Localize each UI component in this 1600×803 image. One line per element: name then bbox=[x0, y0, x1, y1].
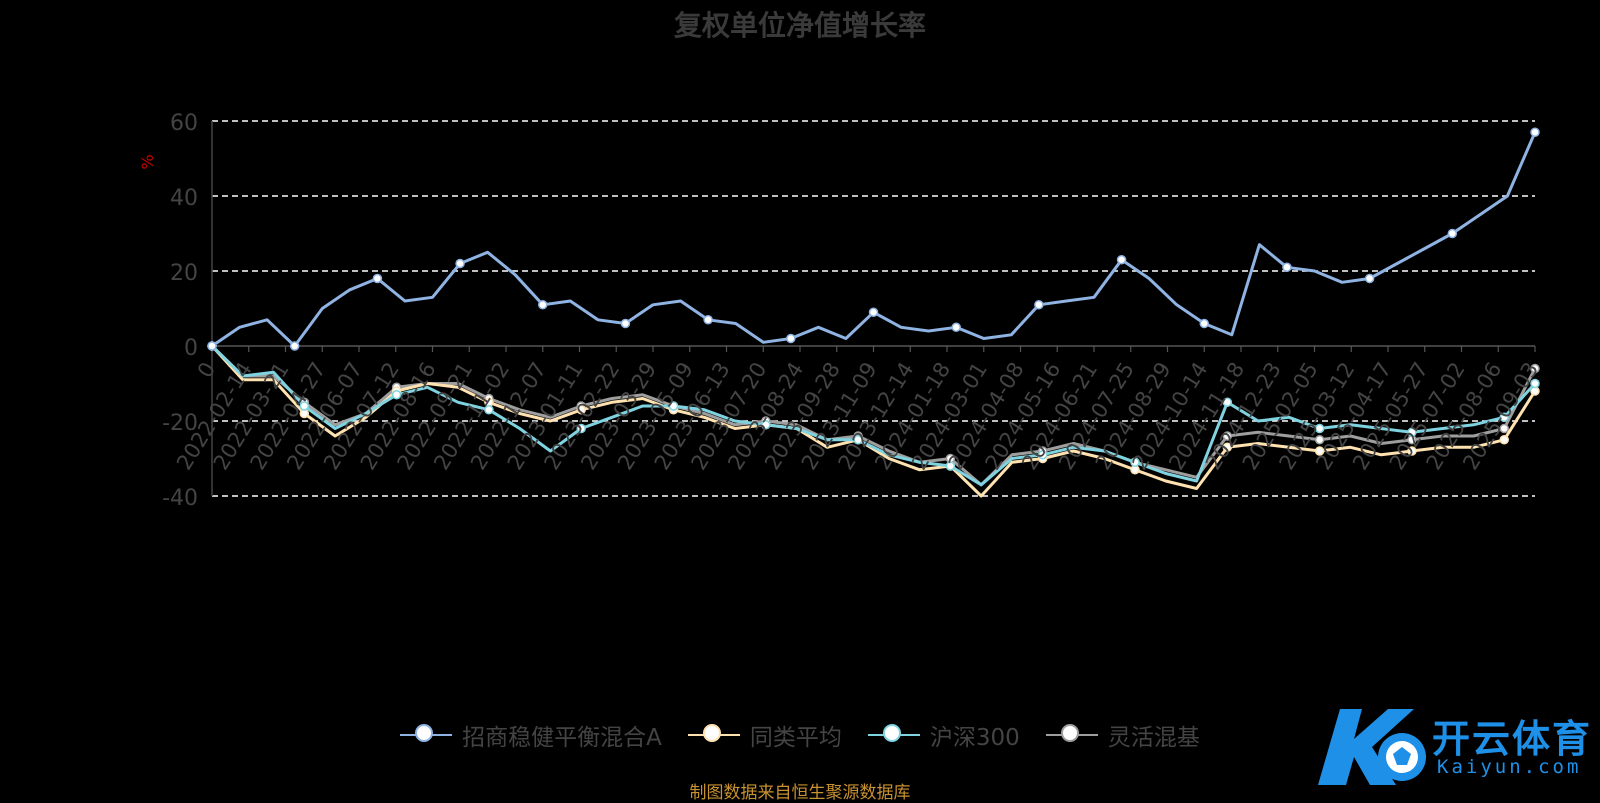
legend-item-peer-avg[interactable]: 同类平均 bbox=[687, 718, 842, 752]
data-point-fund bbox=[372, 273, 383, 284]
data-point-hs300 bbox=[1130, 457, 1140, 467]
data-point-fund bbox=[951, 322, 961, 332]
data-point-fund bbox=[289, 341, 300, 351]
chart-title: 复权单位净值增长率 bbox=[673, 9, 926, 42]
logo-subtext: Kaiyun.com bbox=[1437, 756, 1582, 778]
data-point-peer_avg bbox=[576, 405, 586, 415]
legend-marker-icon bbox=[1045, 723, 1098, 747]
y-tick-label: 40 bbox=[170, 186, 198, 211]
data-point-fund bbox=[538, 300, 548, 310]
legend-label: 招商稳健平衡混合A bbox=[462, 725, 662, 751]
data-point-peer_avg bbox=[1499, 435, 1509, 445]
data-point-fund bbox=[1199, 318, 1209, 329]
data-point-fund bbox=[786, 333, 796, 344]
data-point-hs300 bbox=[945, 461, 956, 471]
data-point-flexible bbox=[1530, 363, 1540, 374]
y-axis-unit: % bbox=[138, 154, 157, 169]
data-point-hs300 bbox=[853, 435, 863, 445]
legend: 招商稳健平衡混合A 同类平均 沪深300 灵活混基 bbox=[0, 718, 1600, 752]
series-line-hs300 bbox=[210, 344, 1537, 487]
legend-marker-icon bbox=[687, 723, 740, 747]
data-point-hs300 bbox=[576, 423, 586, 434]
data-point-peer_avg bbox=[1314, 446, 1325, 456]
y-tick-label: 20 bbox=[170, 261, 198, 286]
logo-text: 开云体育 bbox=[1432, 717, 1593, 761]
data-point-fund bbox=[1530, 127, 1540, 137]
data-point-flexible bbox=[1314, 435, 1325, 445]
legend-item-flexible[interactable]: 灵活混基 bbox=[1045, 718, 1200, 752]
data-point-flexible bbox=[1499, 423, 1509, 434]
data-point-hs300 bbox=[1499, 412, 1509, 422]
data-point-hs300 bbox=[1037, 450, 1048, 460]
data-point-fund bbox=[1447, 228, 1458, 239]
data-point-hs300 bbox=[1407, 427, 1417, 437]
y-tick-label: 60 bbox=[170, 111, 198, 136]
y-tick-label: -20 bbox=[162, 411, 198, 436]
data-point-fund bbox=[1364, 273, 1375, 284]
data-point-peer_avg bbox=[1407, 446, 1417, 456]
data-point-hs300 bbox=[1222, 397, 1233, 407]
data-point-fund bbox=[1034, 300, 1044, 310]
data-point-hs300 bbox=[1314, 423, 1325, 434]
data-point-hs300 bbox=[299, 401, 310, 411]
data-point-fund bbox=[207, 341, 217, 351]
series-line-peer_avg bbox=[210, 344, 1537, 498]
data-point-fund bbox=[703, 315, 713, 325]
source-note: 制图数据来自恒生聚源数据库 bbox=[689, 783, 911, 803]
legend-item-fund[interactable]: 招商稳健平衡混合A bbox=[400, 718, 662, 752]
data-point-hs300 bbox=[761, 420, 771, 430]
y-tick-label: 0 bbox=[184, 336, 198, 361]
legend-label: 同类平均 bbox=[749, 725, 842, 751]
data-point-peer_avg bbox=[1222, 442, 1233, 452]
x-tick-label: 0 bbox=[193, 358, 220, 382]
legend-marker-icon bbox=[867, 723, 920, 747]
data-point-hs300 bbox=[668, 401, 679, 411]
data-point-hs300 bbox=[391, 390, 402, 400]
data-point-fund bbox=[1282, 262, 1292, 272]
data-point-flexible bbox=[1222, 431, 1233, 441]
data-point-fund bbox=[868, 307, 879, 317]
data-point-hs300 bbox=[484, 405, 494, 415]
legend-item-hs300[interactable]: 沪深300 bbox=[867, 718, 1020, 752]
data-point-fund bbox=[620, 318, 631, 329]
legend-label: 灵活混基 bbox=[1107, 725, 1200, 751]
data-point-fund bbox=[1116, 255, 1127, 265]
y-tick-label: -40 bbox=[162, 486, 198, 511]
data-point-fund bbox=[455, 258, 465, 269]
kaiyun-logo-icon bbox=[1318, 709, 1426, 785]
legend-label: 沪深300 bbox=[929, 725, 1020, 751]
data-point-hs300 bbox=[1530, 378, 1540, 389]
legend-marker-icon bbox=[400, 723, 453, 747]
